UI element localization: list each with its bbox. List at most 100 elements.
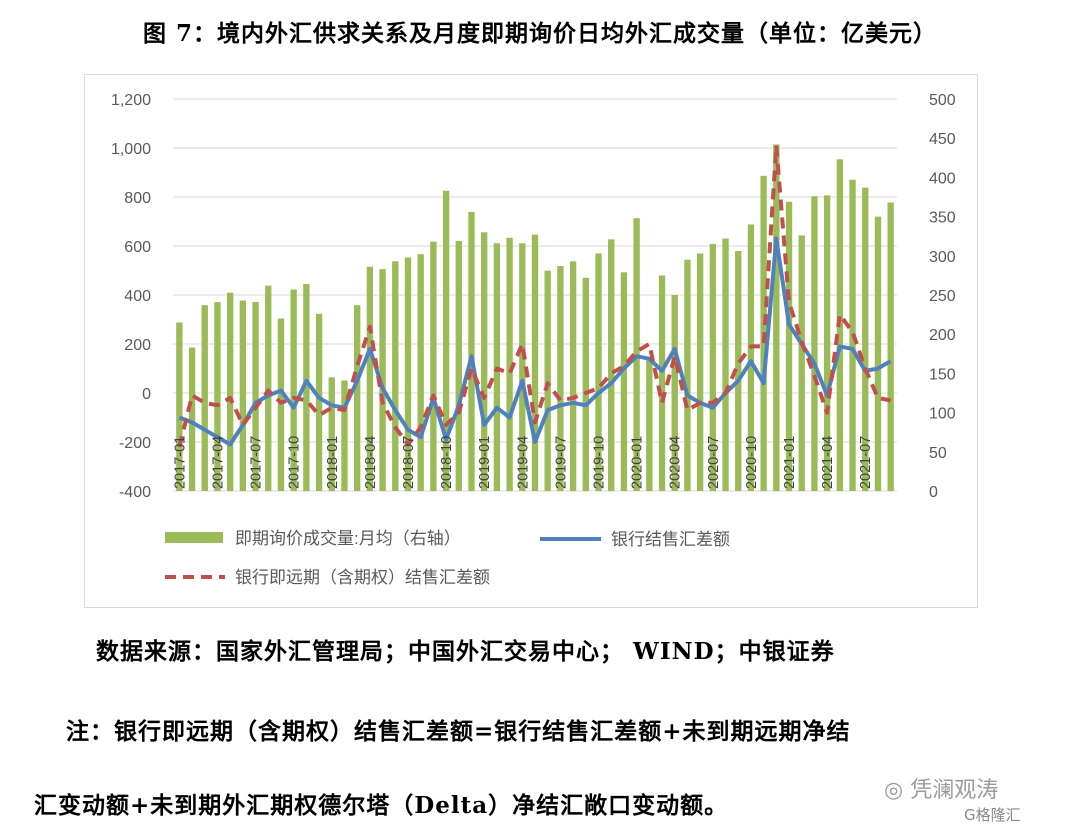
y-left-tick-label: -200: [119, 435, 151, 452]
x-tick-label: 2019-10: [592, 436, 608, 489]
bar: [722, 238, 729, 491]
bar: [569, 261, 577, 491]
bar: [354, 305, 361, 491]
bar: [341, 380, 348, 491]
x-tick-label: 2017-01: [172, 436, 188, 489]
bar: [671, 295, 678, 491]
bar: [862, 187, 869, 491]
legend-label: 银行结售汇差额: [611, 530, 730, 549]
bar: [519, 243, 526, 491]
y-right-tick-label: 500: [929, 92, 956, 109]
y-right-tick-label: 400: [929, 170, 956, 187]
y-right-tick-label: 250: [929, 288, 956, 305]
bar: [646, 356, 653, 491]
x-tick-label: 2017-04: [210, 436, 226, 489]
bar: [214, 302, 221, 491]
bar: [404, 257, 412, 491]
y-right-tick-label: 450: [929, 131, 956, 148]
bar: [747, 224, 755, 491]
bar: [658, 275, 666, 491]
y-right-tick-label: 100: [929, 406, 956, 423]
y-right-tick-label: 0: [929, 484, 938, 501]
bar: [328, 377, 335, 491]
logo-g-icon: G: [964, 806, 976, 824]
y-right-tick-label: 350: [929, 210, 956, 227]
bar: [201, 305, 208, 491]
bar: [468, 211, 475, 491]
watermark-text: 凭澜观涛: [910, 778, 999, 803]
bar: [430, 241, 437, 491]
bar: [481, 232, 488, 491]
bar: [735, 251, 742, 491]
chart-title: 图 7：境内外汇供求关系及月度即期询价日均外汇成交量（单位：亿美元）: [142, 20, 937, 47]
bar: [379, 269, 386, 491]
series-line-fx-balance-incl-forward: [177, 143, 891, 448]
y-left-tick-label: 1,000: [111, 141, 151, 158]
bar: [252, 302, 259, 491]
bar: [773, 144, 780, 492]
x-tick-label: 2019-01: [477, 436, 493, 489]
x-tick-label: 2018-10: [439, 436, 455, 489]
bar: [785, 201, 793, 491]
y-right-tick-label: 200: [929, 327, 956, 344]
chart-svg: 1,2001,0008006004002000-200-400500450400…: [111, 92, 956, 587]
y-left-tick-label: 200: [124, 337, 151, 354]
source-note: 数据来源：国家外汇管理局；中国外汇交易中心； WIND；中银证券: [96, 638, 835, 665]
bar: [811, 196, 818, 491]
bar: [798, 235, 805, 491]
watermark-logo-text: 格隆汇: [975, 806, 1021, 824]
x-tick-label: 2018-04: [363, 436, 379, 489]
x-tick-label: 2021-07: [858, 436, 874, 489]
bar: [887, 202, 894, 491]
note-line-2: 汇变动额+未到期外汇期权德尔塔（Delta）净结汇敞口变动额。: [34, 792, 729, 819]
x-tick-label: 2020-10: [744, 436, 760, 489]
wechat-icon: ◎: [884, 778, 904, 803]
bar: [684, 259, 691, 491]
x-tick-label: 2018-07: [401, 436, 417, 489]
bar: [290, 289, 297, 491]
x-tick-label: 2020-07: [706, 436, 722, 489]
y-right-tick-label: 300: [929, 249, 956, 266]
y-left-tick-label: 1,200: [111, 92, 151, 109]
note-line-1: 注：银行即远期（含期权）结售汇差额=银行结售汇差额+未到期远期净结: [66, 718, 851, 745]
x-tick-label: 2017-07: [249, 436, 265, 489]
bar: [874, 216, 882, 491]
bar: [188, 347, 196, 491]
y-left-tick-label: 600: [124, 239, 151, 256]
bar: [455, 240, 462, 491]
bar: [366, 266, 374, 491]
y-right-tick-label: 150: [929, 366, 956, 383]
bar: [620, 272, 628, 491]
y-left-tick-label: -400: [119, 484, 151, 501]
bar: [315, 313, 323, 491]
bar: [696, 253, 704, 491]
x-tick-label: 2021-01: [782, 436, 798, 489]
y-left-tick-label: 0: [142, 386, 151, 403]
y-right-tick-label: 50: [929, 445, 947, 462]
legend-swatch-bar: [165, 532, 223, 543]
x-tick-label: 2021-04: [820, 436, 836, 489]
bar: [442, 190, 450, 491]
bar: [392, 261, 399, 491]
bar: [582, 277, 589, 491]
x-tick-label: 2020-04: [668, 436, 684, 489]
bar: [557, 265, 564, 491]
legend-label: 银行即远期（含期权）结售汇差额: [235, 568, 490, 587]
x-tick-label: 2018-01: [325, 436, 341, 489]
chart-frame: 1,200 1,000 800 600 400 200 0 -200 -400 500 450 400…: [84, 74, 978, 608]
bar: [544, 270, 551, 491]
bar: [506, 237, 513, 491]
bar: [239, 300, 247, 491]
bar: [823, 195, 831, 491]
x-tick-label: 2017-10: [287, 436, 303, 489]
bar: [417, 254, 424, 491]
watermark: ◎ 凭澜观涛: [884, 772, 998, 804]
bar: [176, 322, 183, 491]
bar: [595, 253, 602, 491]
x-tick-label: 2019-04: [515, 436, 531, 489]
bar: [608, 239, 615, 491]
bar: [303, 284, 310, 491]
y-left-tick-label: 800: [124, 190, 151, 207]
y-left-tick-label: 400: [124, 288, 151, 305]
bar: [709, 244, 716, 491]
